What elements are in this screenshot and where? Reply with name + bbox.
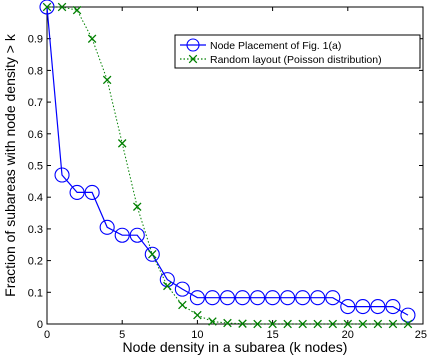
data-point — [132, 202, 142, 211]
x-tick-label: 15 — [266, 329, 278, 341]
data-point — [87, 34, 97, 43]
data-point — [265, 290, 281, 306]
y-tick-label: 0.3 — [28, 224, 43, 236]
y-tick-label: 0.8 — [28, 65, 43, 77]
series-1 — [39, 0, 416, 323]
legend-box — [174, 34, 421, 69]
x-tick-label: 10 — [191, 329, 203, 341]
data-point — [84, 184, 100, 200]
legend-label: Node Placement of Fig. 1(a) — [210, 40, 341, 52]
data-point — [250, 290, 266, 306]
data-point — [99, 219, 115, 235]
data-point — [340, 299, 356, 315]
legend-entry-1: Node Placement of Fig. 1(a) — [180, 38, 341, 52]
x-tick-label: 25 — [415, 329, 427, 341]
data-point — [189, 290, 205, 306]
data-point — [117, 139, 127, 148]
data-point — [388, 319, 398, 329]
legend-label: Random layout (Poisson distribution) — [210, 54, 382, 66]
data-point — [148, 250, 157, 259]
data-point — [54, 167, 70, 183]
data-point — [283, 319, 292, 329]
axis-ticks: 0 5 10 15 20 25 0 0.1 0.2 0.3 0.4 0.5 0.6 0.7 0.8 0.9 — [28, 7, 427, 341]
y-tick-label: 0.5 — [28, 161, 43, 173]
data-point — [385, 299, 401, 315]
data-point — [325, 290, 341, 306]
legend: Node Placement of Fig. 1(a) Random layout… — [174, 34, 421, 69]
data-point — [373, 319, 383, 329]
y-tick-label: 0.1 — [28, 287, 43, 299]
data-point — [57, 2, 67, 12]
data-point — [163, 281, 172, 291]
data-point — [328, 319, 338, 329]
data-point — [400, 307, 416, 323]
data-point — [253, 319, 262, 329]
data-point — [234, 290, 251, 306]
data-point — [343, 319, 353, 329]
y-axis-label: Fraction of subareas with node density >… — [2, 33, 18, 297]
data-point — [129, 227, 145, 243]
data-point — [280, 290, 296, 306]
series-2 — [42, 2, 413, 329]
x-tick-label: 0 — [44, 329, 50, 341]
data-point — [268, 319, 277, 329]
data-point — [204, 290, 220, 306]
data-point — [193, 310, 202, 320]
data-point — [298, 319, 307, 329]
series-layer — [39, 0, 416, 329]
data-point — [310, 290, 326, 306]
data-point — [370, 299, 386, 315]
y-tick-label: 0.6 — [28, 129, 43, 141]
x-tick-label: 20 — [342, 329, 354, 341]
data-point — [403, 319, 413, 329]
data-point — [295, 290, 311, 306]
legend-marker — [186, 38, 200, 52]
data-point — [102, 75, 112, 85]
data-point — [313, 319, 322, 329]
x-tick-label: 5 — [119, 329, 125, 341]
y-tick-label: 0.2 — [28, 256, 43, 268]
y-tick-label: 0.7 — [28, 97, 43, 109]
data-point — [114, 227, 130, 243]
data-point — [223, 318, 232, 328]
legend-marker — [188, 54, 198, 64]
data-point — [208, 317, 217, 326]
data-point — [42, 2, 52, 12]
data-point — [355, 299, 371, 315]
x-axis-label: Node density in a subarea (k nodes) — [123, 339, 348, 355]
series-line — [46, 6, 409, 316]
data-point — [174, 281, 190, 297]
data-point — [219, 290, 236, 306]
data-point — [358, 319, 368, 329]
data-point — [72, 5, 82, 15]
y-tick-label: 0.4 — [28, 192, 43, 204]
data-point — [69, 184, 85, 200]
data-point — [238, 319, 247, 328]
data-point — [178, 300, 187, 310]
data-point — [144, 246, 160, 262]
y-tick-label: 0.9 — [28, 34, 43, 46]
y-tick-label: 0 — [37, 319, 43, 331]
legend-entry-2: Random layout (Poisson distribution) — [180, 54, 382, 66]
